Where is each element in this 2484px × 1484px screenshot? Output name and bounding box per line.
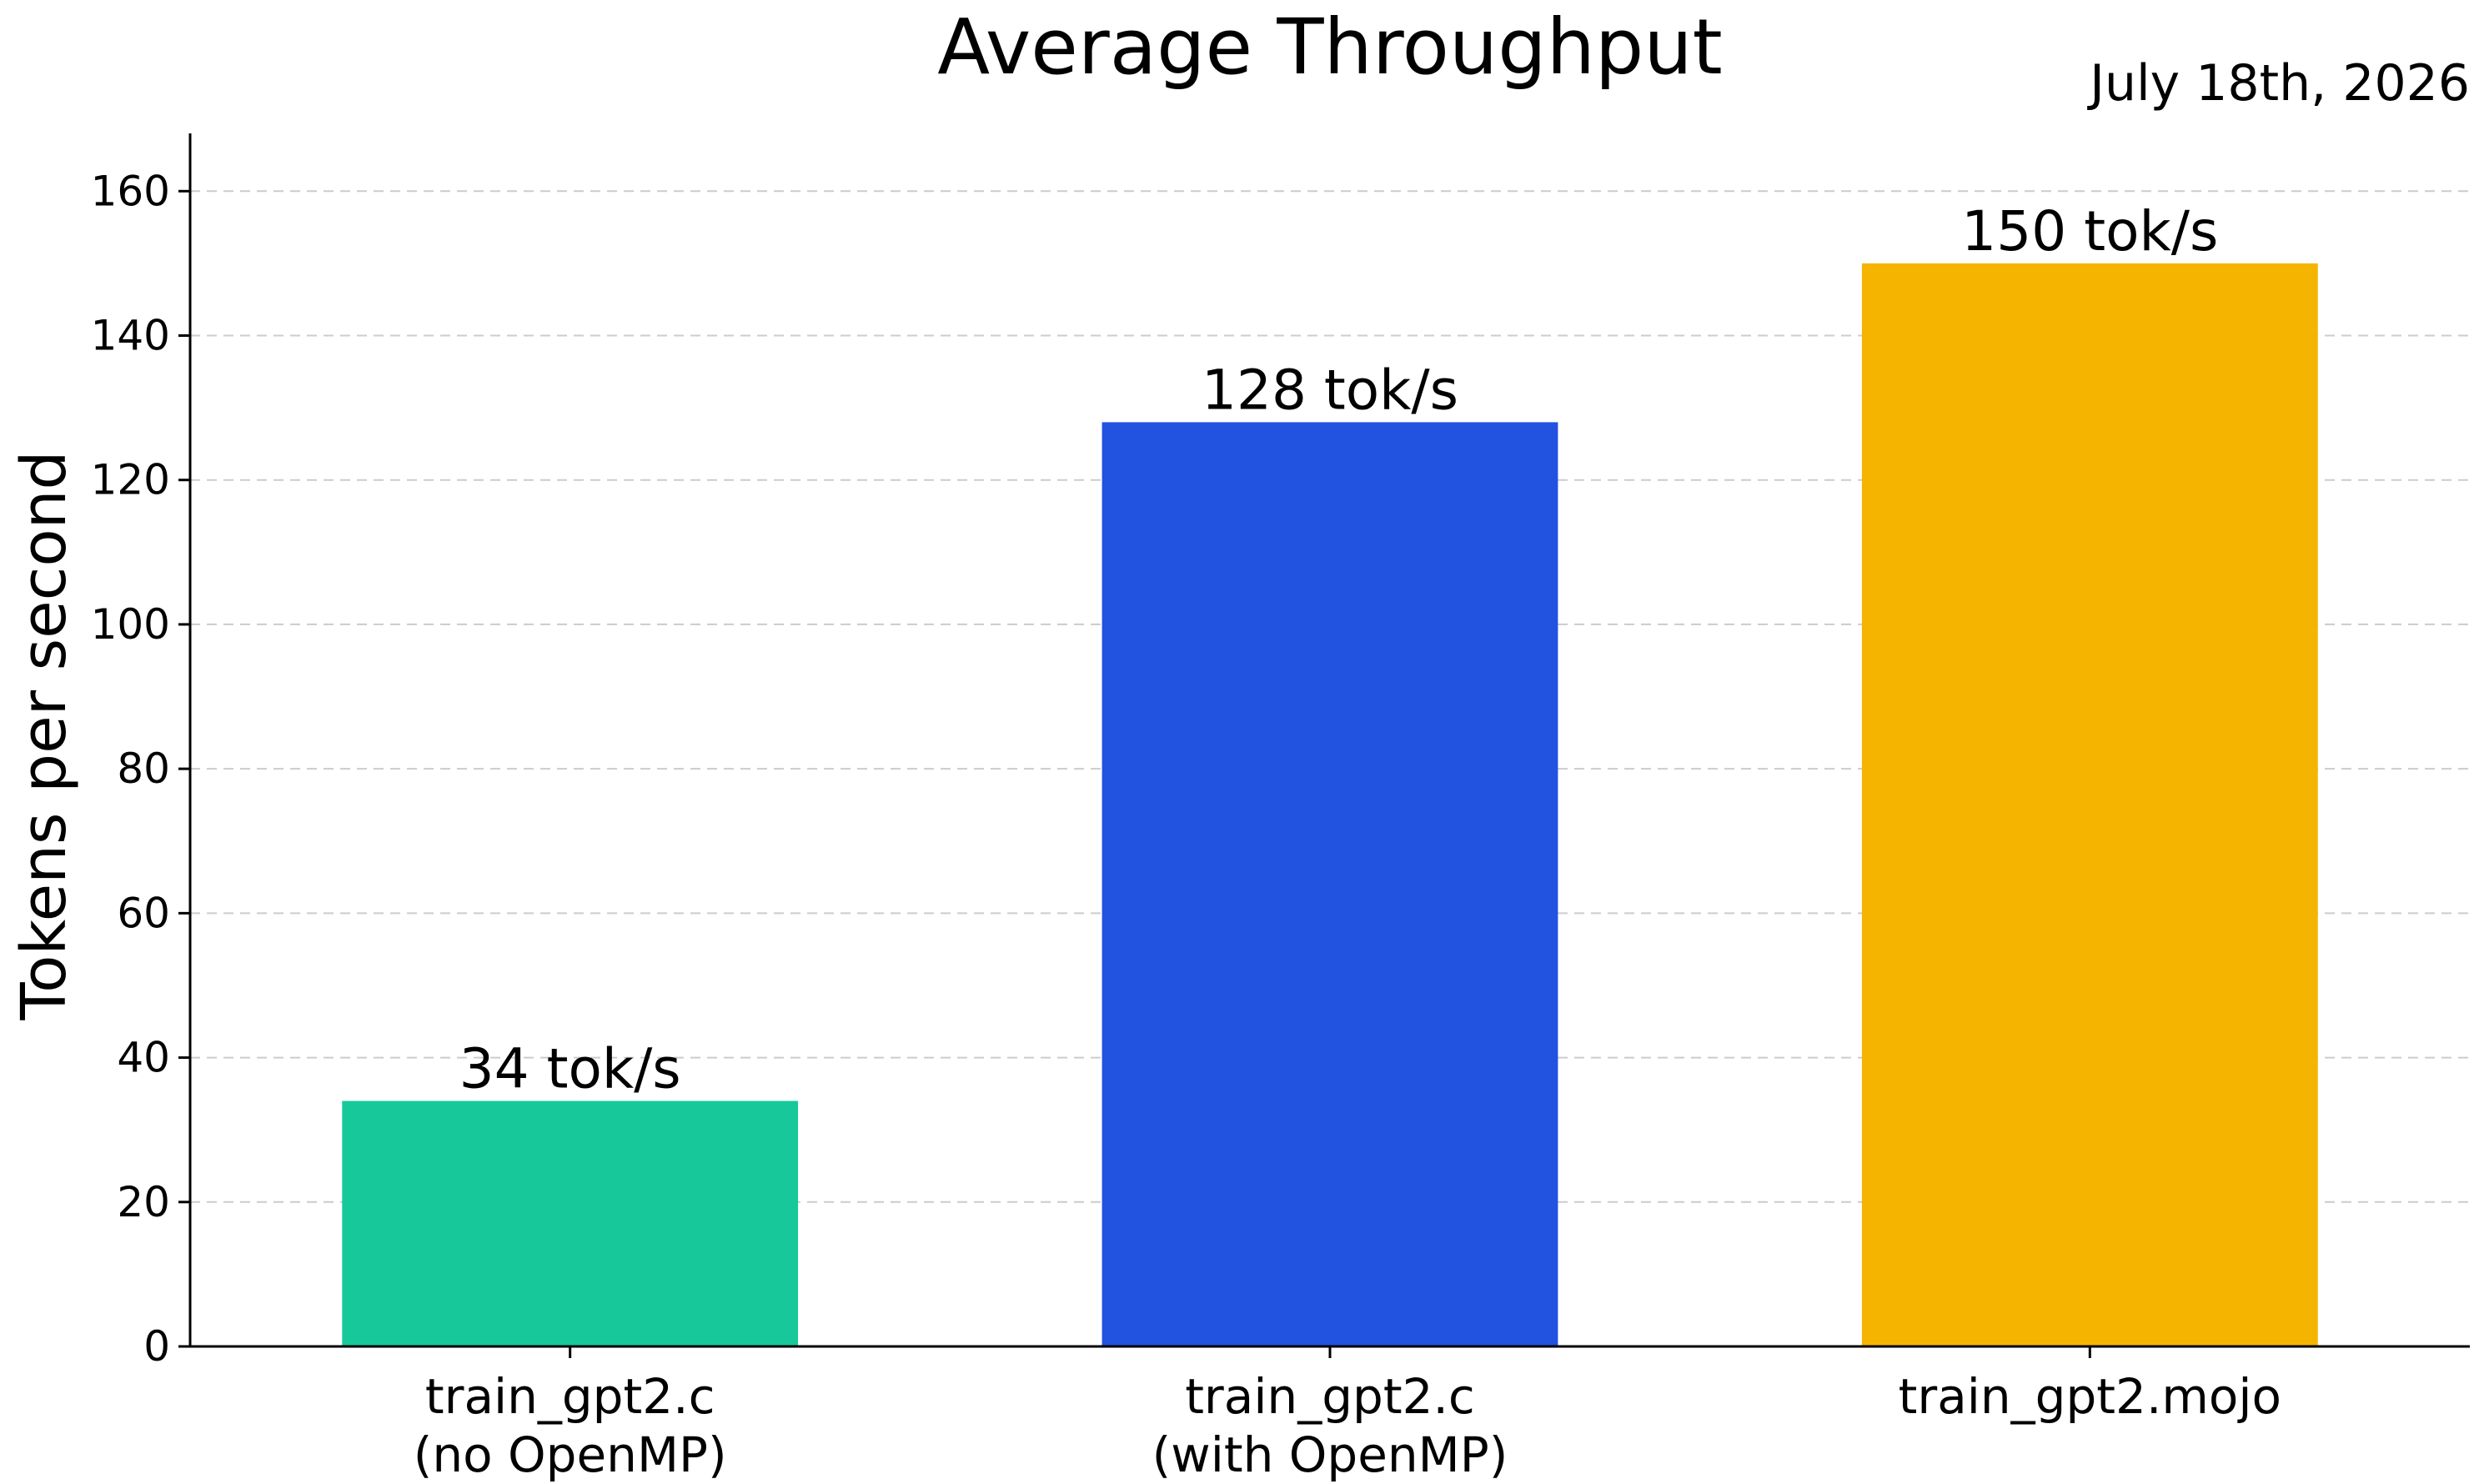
chart-title: Average Throughput (937, 3, 1722, 92)
bar (342, 1100, 799, 1346)
y-tick-label: 60 (117, 889, 170, 937)
y-tick-label: 40 (117, 1034, 170, 1082)
bar (1861, 263, 2318, 1347)
bars (342, 263, 2318, 1347)
x-tick-label: (with OpenMP) (1152, 1426, 1508, 1483)
y-tick-label: 80 (117, 745, 170, 793)
bar-data-label: 128 tok/s (1202, 358, 1458, 422)
y-tick-label: 120 (91, 456, 170, 504)
y-axis-label: Tokens per second (8, 451, 80, 1021)
chart-date: July 18th, 2026 (2086, 54, 2470, 113)
bar (1101, 422, 1558, 1346)
y-tick-label: 0 (143, 1322, 170, 1371)
x-tick-label: train_gpt2.c (1185, 1368, 1475, 1425)
bar-data-label: 34 tok/s (459, 1037, 681, 1101)
labels: 0 20 40 60 80 100 120 140 160 34 tok/s train_gpt2.… (91, 167, 2281, 1483)
x-tick-label: (no OpenMP) (414, 1426, 727, 1483)
y-tick-label: 140 (91, 312, 170, 360)
y-tick-label: 20 (117, 1178, 170, 1226)
x-tick-label: train_gpt2.c (425, 1368, 715, 1425)
x-tick-label: train_gpt2.mojo (1899, 1368, 2281, 1425)
y-tick-label: 160 (91, 167, 170, 215)
bar-data-label: 150 tok/s (1961, 199, 2218, 263)
y-tick-label: 100 (91, 600, 170, 649)
axes (178, 133, 2470, 1358)
